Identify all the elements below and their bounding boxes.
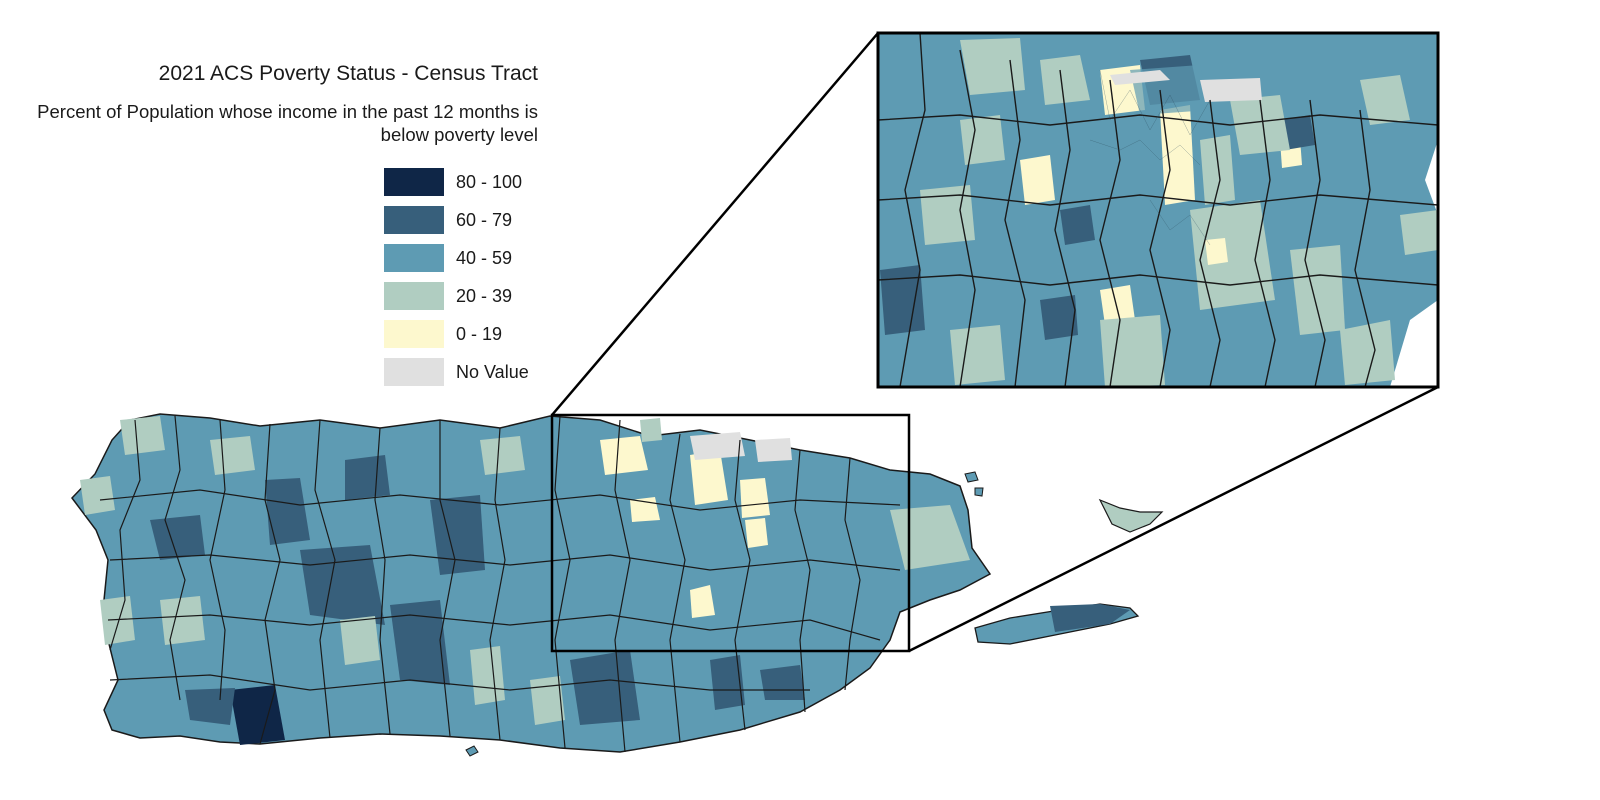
legend-label: No Value [456,361,529,382]
municipality-borders [99,415,901,753]
map-title: 2021 ACS Poverty Status - Census Tract [158,62,538,85]
islet-east-1 [964,471,979,483]
inset-municipality-borders [878,33,1438,387]
legend-item: No Value [384,358,529,386]
zoom-extent-box [550,413,911,653]
inset-frame [876,31,1440,389]
vieques-east-tract [1050,604,1130,632]
legend-swatch [384,168,444,196]
legend-item: 40 - 59 [384,244,529,272]
legend: 80 - 100 60 - 79 40 - 59 20 - 39 0 - 19 No Va… [384,168,529,396]
legend-label: 80 - 100 [456,171,523,192]
inset-tract-patches [880,38,1438,387]
legend-item: 60 - 79 [384,206,529,234]
connector-top [551,32,879,416]
legend-label: 60 - 79 [456,209,513,230]
connector-bottom [908,385,1439,653]
legend-swatch [384,206,444,234]
caja-de-muertos [465,745,479,757]
tract-patches [80,416,970,745]
culebra-island [1098,498,1164,533]
inset-coast-white [1390,300,1438,387]
map-subtitle: Percent of Population whose income in th… [37,101,538,145]
legend-swatch [384,244,444,272]
legend-item: 0 - 19 [384,320,529,348]
legend-item: 80 - 100 [384,168,529,196]
islet-east-2 [974,487,984,497]
legend-swatch [384,282,444,310]
legend-swatch [384,320,444,348]
main-island [71,413,992,753]
legend-swatch [384,358,444,386]
legend-label: 0 - 19 [456,323,503,344]
inset-map [878,33,1438,387]
inset-tract-lines [1089,69,1211,246]
legend-label: 20 - 39 [456,285,513,306]
legend-label: 40 - 59 [456,247,513,268]
legend-item: 20 - 39 [384,282,529,310]
